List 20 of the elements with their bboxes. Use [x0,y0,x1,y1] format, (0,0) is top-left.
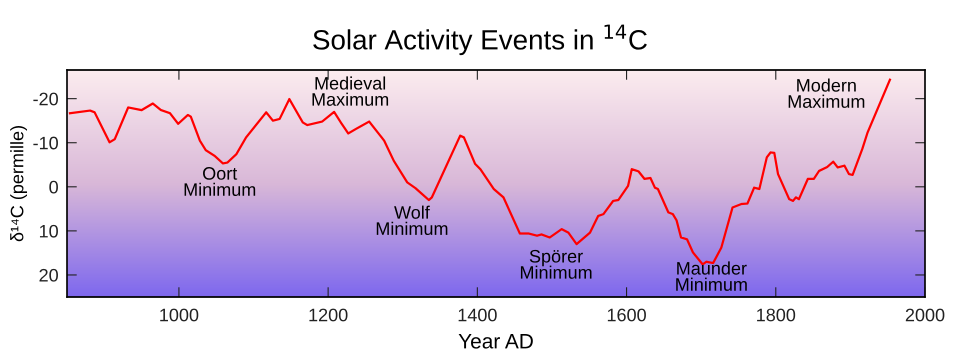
x-tick-label: 1200 [309,308,348,322]
y-tick-label: 20 [39,268,58,282]
x-tick-label: 1600 [608,308,646,322]
y-tick-label: -20 [33,92,58,106]
x-axis-title: Year AD [458,334,533,349]
y-tick-label: -10 [33,136,58,150]
x-tick-label: 1400 [458,308,497,322]
x-tick-label: 1000 [160,308,198,322]
x-tick-label: 2000 [906,308,944,322]
annotation: Wolf Minimum [376,206,448,236]
annotation: Maunder Minimum [676,261,747,291]
chart-title: Solar Activity Events in $^{14}$C [313,24,647,56]
annotation: Spörer Minimum [520,250,592,279]
annotation: Modern Maximum [788,78,864,108]
annotation: Medieval Maximum [312,76,388,106]
y-tick-label: 0 [49,180,58,194]
annotation: Oort Minimum [184,167,256,196]
y-axis-title: δ¹⁴C (permille) [10,126,28,242]
y-tick-label: 10 [40,224,58,238]
x-tick-label: 1800 [757,308,796,322]
